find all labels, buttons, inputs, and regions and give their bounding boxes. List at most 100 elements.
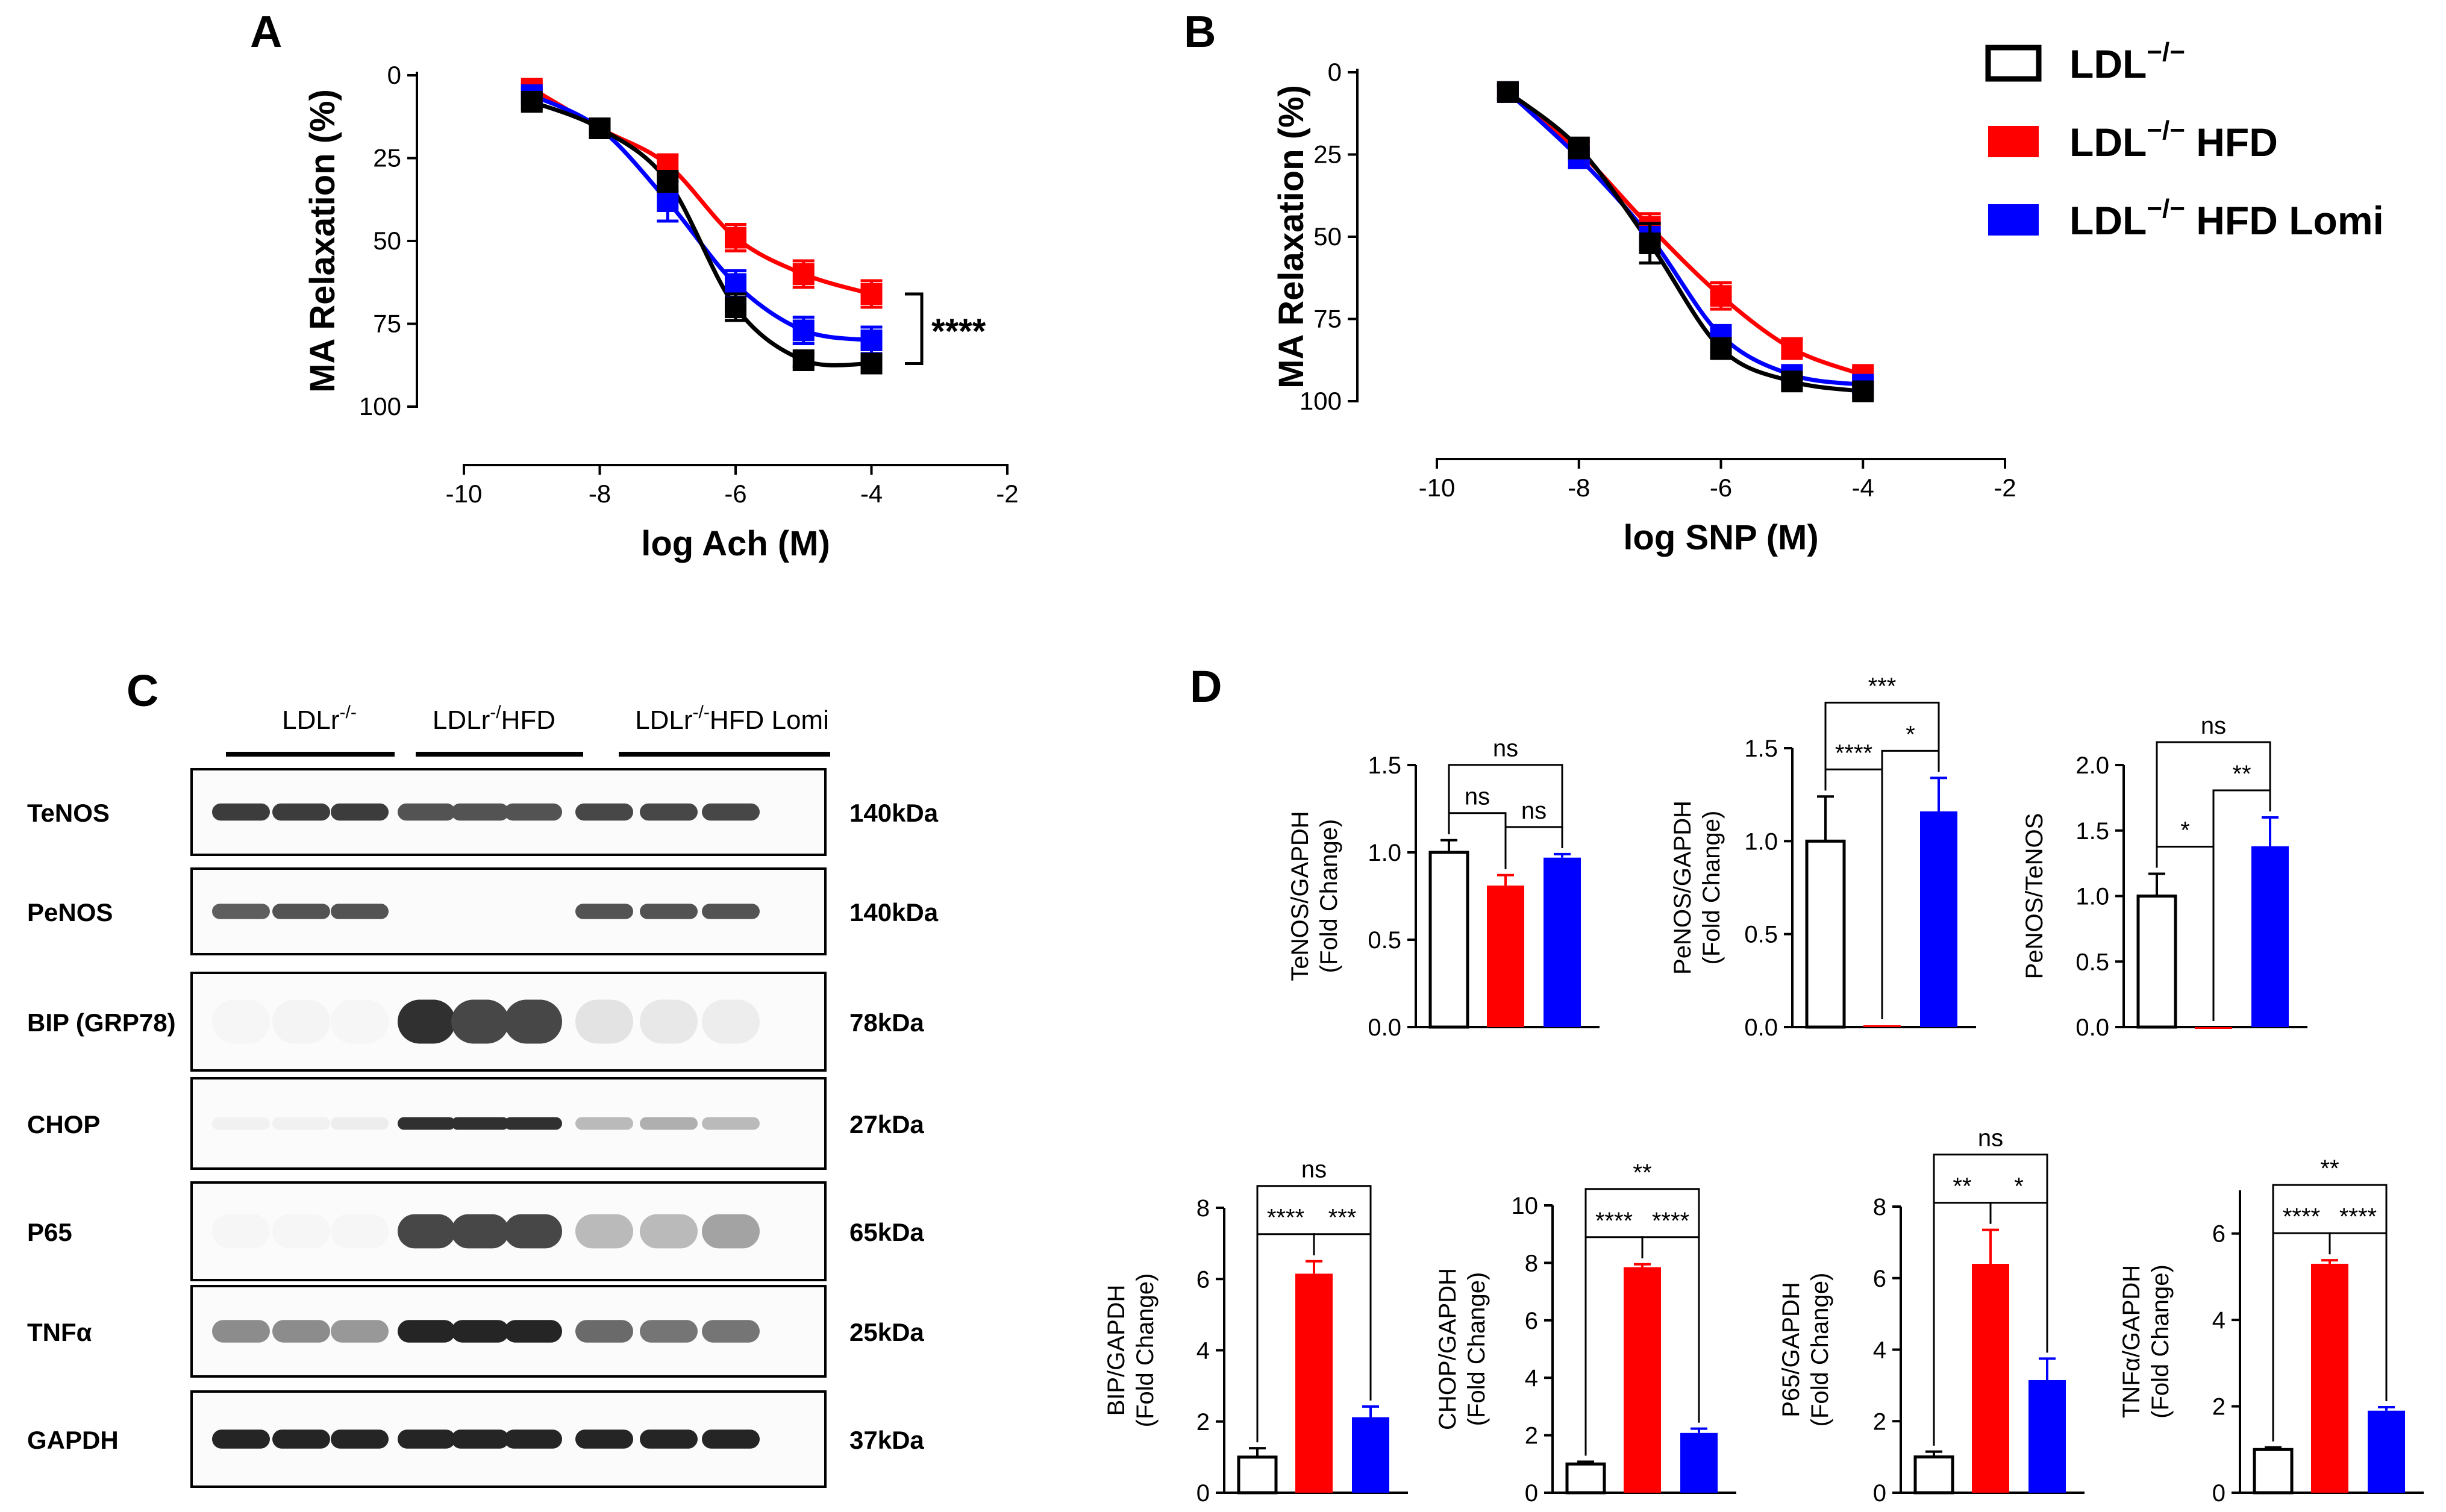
blot-group-label: LDLr-/- (282, 702, 357, 735)
y-axis-label: P65/GAPDH (1778, 1282, 1804, 1417)
blot-band (504, 999, 562, 1044)
blot-band (272, 999, 330, 1044)
y-tick-label: 8 (1196, 1195, 1210, 1222)
y-tick-label: 1.0 (1368, 840, 1401, 866)
data-point (725, 296, 746, 318)
significance-bracket (2272, 1184, 2388, 1442)
data-point (657, 170, 679, 192)
y-tick-label: 6 (1873, 1266, 1886, 1292)
y-tick-label: 25 (373, 144, 401, 172)
x-tick-label: -10 (446, 480, 483, 508)
y-tick-label: 0.0 (1368, 1014, 1401, 1041)
y-tick-label: 75 (373, 310, 401, 338)
blot-band (575, 803, 633, 821)
blot-protein-label: P65 (27, 1218, 72, 1246)
blot-band (451, 999, 509, 1044)
blot-protein-label: PeNOS (27, 898, 113, 926)
blot-row-BIP (GRP78): BIP (GRP78) 78kDa (27, 972, 924, 1072)
significance-label: **** (2339, 1204, 2377, 1230)
blot-group-superscript: -/- (340, 702, 357, 722)
y-tick-label: 0 (1873, 1480, 1886, 1507)
blot-group-superscript: -/ (490, 702, 501, 722)
blot-band (640, 1117, 698, 1130)
y-tick-label: 8 (1525, 1250, 1538, 1276)
blot-band (331, 1429, 389, 1449)
data-point (860, 283, 883, 305)
y-tick-label: 1.5 (1744, 736, 1778, 762)
blot-row-P65: P65 65kDa (27, 1181, 924, 1281)
y-tick-label: 4 (1873, 1337, 1886, 1364)
significance-label: *** (1868, 673, 1897, 699)
blot-protein-label: TNFα (27, 1318, 92, 1346)
blot-kda-label: 78kDa (849, 1008, 924, 1037)
bar (1237, 1455, 1278, 1495)
blot-band (272, 904, 330, 919)
blot-group-label: LDLr-/HFD (433, 702, 555, 735)
blot-band (398, 803, 455, 821)
significance-bracket (1933, 1154, 2048, 1446)
blot-band (451, 1429, 509, 1449)
blot-band (272, 1117, 330, 1130)
blot-band (702, 904, 760, 919)
significance-label: ns (1521, 798, 1547, 824)
significance-label: ns (1301, 1157, 1327, 1183)
blot-band (451, 1320, 509, 1343)
y-tick-label: 100 (1300, 387, 1342, 415)
panel-label-b: B (1184, 7, 1216, 57)
blot-band (272, 1214, 330, 1249)
blot-row-PeNOS: PeNOS 140kDa (27, 867, 939, 955)
significance-label: * (1906, 721, 1915, 748)
bar (2253, 1448, 2294, 1495)
bar (1544, 857, 1581, 1027)
data-point (1710, 285, 1732, 307)
y-tick-label: 0 (2212, 1480, 2225, 1507)
blot-band (702, 1429, 760, 1449)
blot-band (640, 803, 698, 821)
bar (2195, 1027, 2232, 1029)
y-tick-label: 0 (1196, 1480, 1210, 1507)
significance-bracket (1448, 764, 1563, 848)
y-tick-label: 2 (1525, 1423, 1538, 1449)
blot-band (212, 999, 270, 1044)
y-axis-label: (Fold Change) (1463, 1272, 1490, 1426)
blot-band (398, 1429, 455, 1449)
blot-band (575, 1320, 633, 1343)
significance-label: **** (1267, 1205, 1304, 1231)
blot-protein-label: GAPDH (27, 1426, 119, 1454)
bar (1680, 1432, 1718, 1493)
data-point (1781, 337, 1803, 360)
bar (2028, 1379, 2066, 1493)
y-tick-label: 75 (1313, 305, 1342, 333)
y-axis-label: CHOP/GAPDH (1434, 1268, 1461, 1430)
significance-bracket (1584, 1188, 1700, 1456)
legend-label-suffix: HFD Lomi (2185, 198, 2384, 243)
blot-band (398, 1320, 455, 1343)
significance-bracket (2156, 741, 2271, 868)
y-axis-label: (Fold Change) (1132, 1273, 1159, 1428)
y-tick-label: 0.5 (1368, 927, 1401, 954)
significance-label: * (2180, 817, 2190, 844)
legend-label-superscript: −/− (2147, 37, 2185, 67)
y-tick-label: 50 (373, 226, 401, 255)
y-axis-label: MA Relaxation (%) (303, 89, 342, 393)
blot-band (331, 1214, 389, 1249)
blot-kda-label: 65kDa (849, 1218, 924, 1246)
blot-row-TeNOS: TeNOS 140kDa (27, 768, 939, 856)
bar (2251, 846, 2289, 1027)
significance-bracket (1824, 701, 1940, 791)
blot-group-suffix: HFD Lomi (710, 705, 829, 735)
blot-band (702, 999, 760, 1044)
legend-label-superscript: −/− (2147, 194, 2185, 223)
chart-b-relaxation-snp: 0 25 50 75 100 -10 -8 -6 -4 -2 log SNP (M) MA Relax… (1272, 58, 2016, 557)
blot-band (640, 1320, 698, 1343)
blot-band (640, 1429, 698, 1449)
blot-kda-label: 140kDa (849, 898, 939, 926)
bar (1295, 1273, 1333, 1493)
blot-band (504, 1429, 562, 1449)
blot-row-TNFα: TNFα 25kDa (27, 1285, 924, 1378)
blot-band (451, 803, 509, 821)
